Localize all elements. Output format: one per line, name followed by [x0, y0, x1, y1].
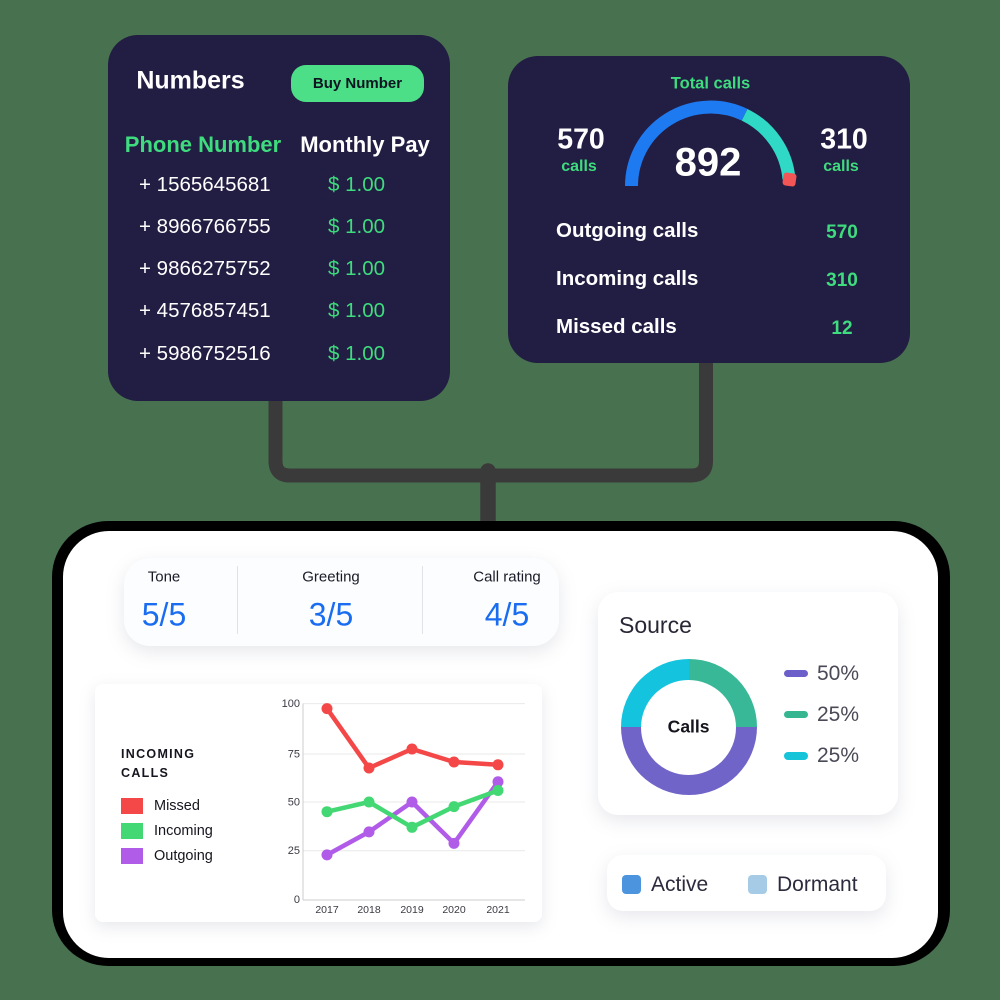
- svg-text:100: 100: [282, 698, 300, 710]
- svg-text:2019: 2019: [400, 904, 424, 916]
- svg-text:2021: 2021: [486, 904, 510, 916]
- svg-text:75: 75: [288, 749, 300, 761]
- svg-text:2020: 2020: [442, 904, 466, 916]
- svg-text:50: 50: [288, 797, 300, 809]
- svg-text:0: 0: [294, 894, 300, 906]
- svg-text:25: 25: [288, 845, 300, 857]
- svg-text:2017: 2017: [315, 904, 339, 916]
- svg-text:2018: 2018: [357, 904, 381, 916]
